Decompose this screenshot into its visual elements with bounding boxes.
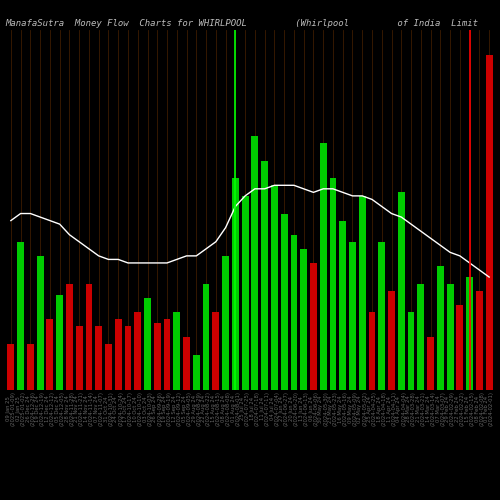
Bar	[154, 323, 160, 390]
Bar	[349, 242, 356, 390]
Bar	[330, 178, 336, 390]
Bar	[427, 337, 434, 390]
Bar	[36, 256, 44, 390]
Bar	[486, 54, 492, 390]
Bar	[340, 220, 346, 390]
Bar	[232, 178, 239, 390]
Bar	[446, 284, 454, 390]
Bar	[466, 277, 473, 390]
Bar	[261, 160, 268, 390]
Bar	[222, 256, 229, 390]
Bar	[378, 242, 385, 390]
Bar	[8, 344, 14, 390]
Bar	[310, 263, 317, 390]
Bar	[56, 294, 63, 390]
Bar	[408, 312, 414, 390]
Bar	[86, 284, 92, 390]
Bar	[456, 306, 464, 390]
Bar	[368, 312, 376, 390]
Bar	[76, 326, 82, 390]
Bar	[193, 354, 200, 390]
Bar	[320, 143, 326, 390]
Bar	[46, 320, 54, 390]
Bar	[144, 298, 151, 390]
Bar	[115, 320, 121, 390]
Bar	[105, 344, 112, 390]
Bar	[202, 284, 209, 390]
Bar	[183, 337, 190, 390]
Bar	[96, 326, 102, 390]
Bar	[242, 196, 248, 390]
Bar	[252, 136, 258, 390]
Bar	[359, 196, 366, 390]
Bar	[290, 234, 298, 390]
Bar	[476, 291, 483, 390]
Bar	[418, 284, 424, 390]
Bar	[300, 249, 307, 390]
Bar	[280, 214, 287, 390]
Bar	[134, 312, 141, 390]
Bar	[17, 242, 24, 390]
Bar	[398, 192, 404, 390]
Bar	[124, 326, 132, 390]
Bar	[437, 266, 444, 390]
Text: ManafaSutra  Money Flow  Charts for WHIRLPOOL         (Whirlpool         of Indi: ManafaSutra Money Flow Charts for WHIRLP…	[5, 19, 478, 28]
Bar	[27, 344, 34, 390]
Bar	[174, 312, 180, 390]
Bar	[66, 284, 73, 390]
Bar	[271, 186, 278, 390]
Bar	[212, 312, 220, 390]
Bar	[164, 320, 170, 390]
Bar	[388, 291, 395, 390]
